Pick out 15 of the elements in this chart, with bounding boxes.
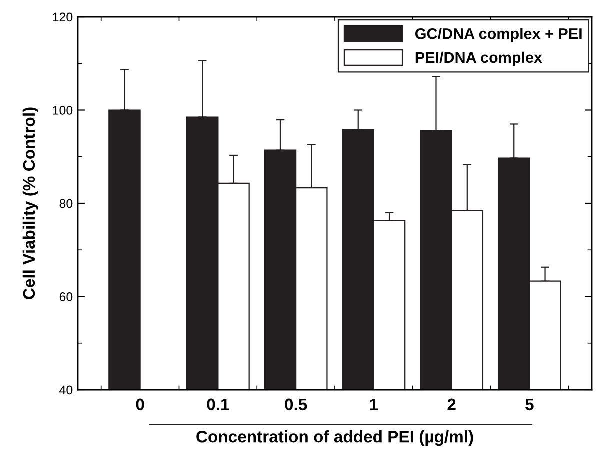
x-axis-title: Concentration of added PEI (µg/ml): [196, 430, 474, 446]
y-tick-label: 40: [60, 386, 73, 395]
y-tick-label: 80: [60, 199, 73, 208]
legend-label: PEI/DNA complex: [416, 52, 542, 66]
x-tick-label: 2: [448, 398, 456, 410]
y-tick-label: 120: [53, 12, 73, 22]
y-tick-label: 60: [60, 292, 73, 302]
x-tick-label: 0.5: [285, 398, 308, 411]
x-tick-label: 0: [136, 398, 144, 411]
x-tick-label: 0.1: [207, 398, 230, 411]
y-axis-title: Cell Viability (% Control): [22, 108, 38, 300]
legend-label: GC/DNA complex + PEI: [416, 28, 582, 42]
x-tick-label: 5: [526, 398, 534, 411]
x-tick-label: 1: [370, 398, 378, 410]
y-tick-label: 100: [53, 106, 73, 115]
